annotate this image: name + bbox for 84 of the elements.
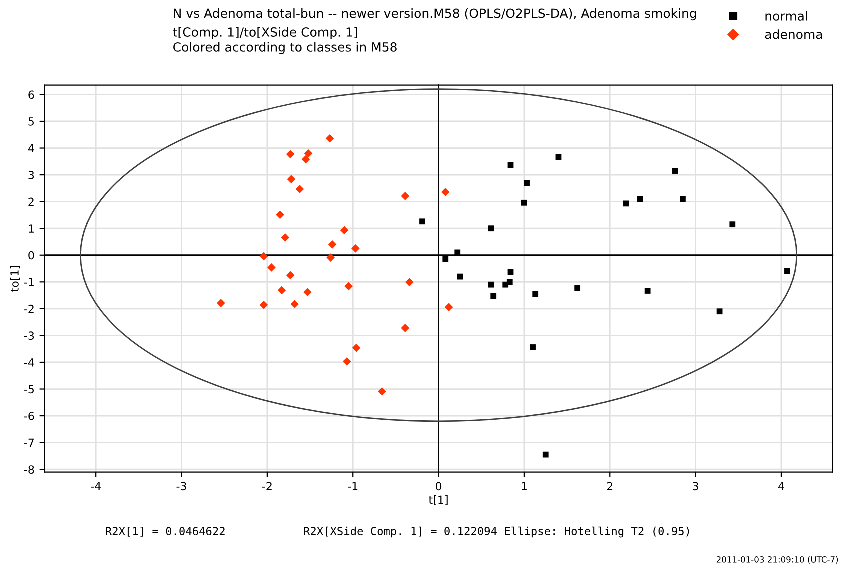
point [524,180,530,186]
x-tick-label: -4 [91,482,101,490]
point [260,301,268,310]
point [328,240,337,249]
point [281,234,290,242]
y-tick-label: -7 [24,438,34,448]
point [378,388,386,396]
point [530,344,536,350]
point [672,168,678,174]
point [680,196,686,202]
point [260,252,268,261]
text: 2011-01-03 21:09:10 (UTC-7) [716,556,838,564]
point [401,324,410,332]
y-tick-label: 6 [28,90,34,100]
text: R2X[XSide Comp. 1] = 0.122094 Ellipse: Hotelling T2 (0.95) [304,526,690,538]
point [304,288,312,296]
point [441,188,450,196]
x-tick-label: -1 [348,482,358,490]
point [344,282,353,291]
point [326,254,335,262]
x-axis-title: t[1] [429,496,448,506]
point [217,299,226,308]
point [287,175,296,184]
point [296,185,304,194]
y-tick-label: 0 [28,251,34,260]
point [302,155,310,164]
point [352,244,360,253]
point [278,286,286,295]
x-tick-label: -3 [176,482,186,491]
point [286,150,295,159]
y-tick-label: 3 [28,171,34,180]
text: R2X[1] = 0.0464622 [106,526,225,537]
chart-title: N vs Adenoma total-bun -- newer version.M58 (OPLS/O2PLS-DA), Adenoma smoking [174,8,696,21]
point [442,256,449,262]
legend-label: adenoma [765,30,822,40]
point [508,162,514,168]
point [290,300,300,309]
x-tick-label: 1 [522,482,527,490]
point [644,288,651,294]
y-tick-label: -8 [24,466,34,474]
point [268,264,276,272]
point [730,222,736,228]
y-tick-label: 1 [29,224,34,233]
y-tick-label: -1 [24,278,34,286]
point [444,303,454,312]
point [623,200,630,207]
x-tick-label: 0 [436,482,442,491]
y-tick-label: -2 [24,304,34,314]
x-tick-label: 3 [693,482,698,491]
point [352,344,361,352]
point [342,358,352,366]
point [401,192,410,200]
y-tick-label: -5 [24,385,34,394]
point [532,291,539,298]
point [490,293,497,300]
point [326,134,334,143]
point [716,308,723,315]
x-tick-label: 2 [607,482,613,490]
y-tick-label: 2 [28,198,34,206]
point [542,452,549,458]
point [574,285,581,291]
chart-subtitle: t[Comp. 1]/to[XSide Comp. 1] Colored according to classes in M58 [173,27,397,54]
point [488,226,494,232]
y-tick-label: 5 [28,118,34,126]
y-tick-label: -6 [24,412,34,420]
point [420,218,426,225]
point [488,282,494,288]
point [340,226,349,235]
point [276,210,284,220]
legend-label: normal [766,11,808,21]
y-axis-title: to[1] [10,266,20,292]
x-tick-label: -2 [262,482,272,490]
y-tick-label: -3 [24,332,34,340]
point [304,149,313,158]
point [522,200,528,206]
point [286,271,295,280]
point [556,154,562,160]
y-tick-label: -4 [24,358,34,367]
x-tick-label: 4 [778,482,784,490]
y-tick-label: 4 [28,144,34,152]
point [506,279,513,286]
point [405,278,414,287]
point [637,196,644,202]
point [784,268,790,274]
